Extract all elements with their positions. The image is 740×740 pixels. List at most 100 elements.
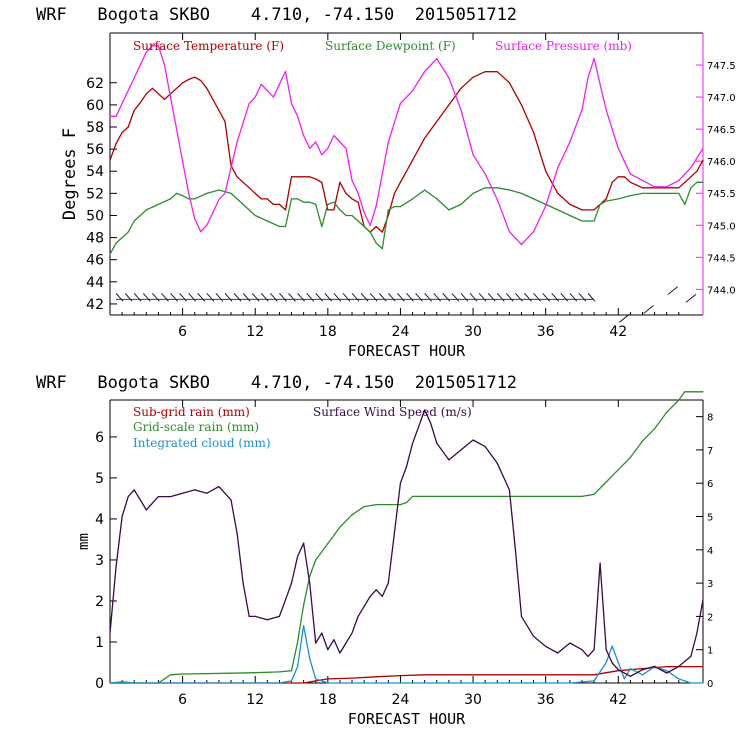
- chart1-series-0-point: [242, 181, 244, 183]
- chart2-series-3-point: [629, 675, 631, 677]
- chart1-series-0-point: [296, 176, 299, 178]
- chart1-series-0-point: [139, 102, 141, 104]
- chart1-series-1-point: [218, 189, 220, 191]
- chart2-ytick-label: 6: [95, 430, 104, 446]
- chart2-series-3-point: [109, 632, 111, 634]
- chart1-series-1-point: [363, 225, 365, 228]
- chart1-series-1-point: [194, 198, 196, 200]
- chart1-y2tick-label: 744.5: [707, 253, 736, 264]
- chart1-series-1-point: [520, 192, 523, 194]
- chart2-series-3-point: [296, 555, 299, 558]
- chart1-series-0-point: [248, 187, 250, 189]
- chart1-series-0-point: [115, 142, 117, 145]
- chart2-xlabel: FORECAST HOUR: [348, 710, 466, 728]
- chart1-series-2-point: [157, 45, 160, 47]
- chart2-ytick-label: 4: [95, 512, 104, 528]
- chart1-wind-barb: [260, 292, 269, 302]
- chart1-series-0-point: [629, 181, 631, 183]
- chart2-series-2-point: [569, 682, 571, 684]
- chart1-series-2-point: [345, 147, 347, 149]
- chart2-series-3-point: [448, 459, 450, 461]
- chart2-series-3-point: [266, 619, 268, 621]
- chart1-series-2-point: [333, 134, 335, 137]
- chart1-series-2-point: [393, 122, 395, 124]
- chart2-series-3-point: [514, 549, 517, 551]
- chart1-series-2-point: [448, 77, 450, 79]
- chart2-series-3-point: [690, 655, 692, 657]
- chart2-series-3-point: [611, 662, 613, 664]
- chart1-series-2-point: [587, 77, 589, 79]
- chart2-series-3-point: [387, 582, 389, 584]
- chart1-xtick-label: 30: [464, 324, 482, 340]
- chart1-wind-barb: [206, 292, 215, 302]
- chart1-series-1-point: [684, 203, 686, 206]
- chart1-series-2-point: [151, 45, 153, 47]
- chart1-series-1-point: [327, 203, 329, 206]
- chart1-series-1-point: [206, 192, 208, 194]
- chart1-legend-entry: Surface Temperature (F): [133, 39, 284, 53]
- chart1-series-1-point: [484, 187, 486, 189]
- chart2-y2tick-label: 3: [707, 579, 713, 590]
- chart2-series-1-point: [684, 391, 686, 393]
- chart1-series-2-point: [188, 192, 190, 194]
- chart2-series-3-point: [127, 495, 129, 498]
- chart1-series-2-point: [309, 147, 311, 149]
- chart2-series-2-point: [399, 682, 402, 684]
- chart2-series-0-point: [327, 678, 329, 680]
- chart2-xtick-label: 36: [537, 692, 555, 708]
- chart2-xtick-label: 42: [609, 692, 627, 708]
- chart1-series-2-point: [163, 64, 166, 66]
- chart1-y2tick-label: 745.5: [707, 189, 736, 200]
- chart1-series-1-point: [266, 220, 268, 222]
- chart1-series-1-point: [593, 220, 595, 222]
- chart1-series-0-point: [182, 82, 184, 84]
- chart1-series-0-point: [520, 104, 523, 106]
- chart1-series-2-point: [127, 90, 129, 92]
- chart1-series-0-point: [623, 176, 625, 178]
- chart2-series-3-point: [484, 446, 486, 448]
- chart2-series-1-point: [448, 495, 450, 497]
- chart1-series-0-point: [163, 98, 166, 100]
- chart1-series-0-point: [532, 131, 535, 134]
- chart2-series-1-point: [296, 641, 299, 643]
- chart2-y2tick-label: 2: [707, 612, 713, 623]
- chart1-y2tick-label: 745.0: [707, 221, 736, 232]
- chart2-series-2-point: [315, 678, 317, 680]
- chart1-series-1-point: [381, 248, 383, 250]
- chart1-wind-barb: [161, 292, 169, 302]
- chart1-series-2-point: [290, 102, 293, 105]
- chart1-series-2-point: [175, 128, 178, 130]
- chart2-xtick-label: 12: [246, 692, 264, 708]
- chart2-series-2-point: [472, 682, 474, 684]
- chart1-series-1-point: [133, 220, 135, 222]
- chart1-wind-barb: [115, 292, 124, 302]
- chart1-series-2-point: [230, 166, 232, 169]
- chart2-series-3-point: [593, 649, 595, 651]
- chart1-ytick-label: 50: [86, 208, 104, 224]
- chart2-ylabel: mm: [76, 533, 92, 550]
- chart1-wind-barb: [333, 292, 342, 302]
- chart1-series-0-point: [424, 137, 426, 139]
- chart2-series-2-point: [145, 682, 147, 684]
- chart1-ytick-label: 52: [86, 186, 104, 202]
- chart1-series-0-point: [702, 159, 704, 161]
- chart1-series-1-point: [157, 203, 160, 206]
- chart1-wind-barb: [560, 292, 569, 302]
- chart2-series-2-point: [617, 661, 619, 664]
- chart1-series-2-point: [605, 109, 607, 111]
- chart1-series-0-point: [224, 120, 226, 123]
- chart2-series-3-point: [230, 499, 232, 501]
- chart2-series-3-point: [460, 449, 462, 451]
- chart2-series-3-point: [599, 562, 601, 564]
- chart1-series-line-1: [109, 181, 703, 255]
- chart2-ytick-label: 3: [95, 553, 104, 569]
- chart2-xtick-label: 30: [464, 692, 482, 708]
- chart1-wind-barb: [124, 292, 133, 302]
- chart2-series-3-point: [290, 582, 293, 584]
- chart1-xtick-label: 18: [319, 324, 337, 340]
- chart1-series-1-point: [508, 189, 510, 191]
- chart1-series-2-point: [194, 218, 196, 220]
- chart2-title: WRF Bogota SKBO 4.710, -74.150 201505171…: [36, 373, 517, 393]
- chart2-ytick-label: 0: [95, 676, 104, 692]
- chart1-y2tick-label: 747.0: [707, 93, 736, 104]
